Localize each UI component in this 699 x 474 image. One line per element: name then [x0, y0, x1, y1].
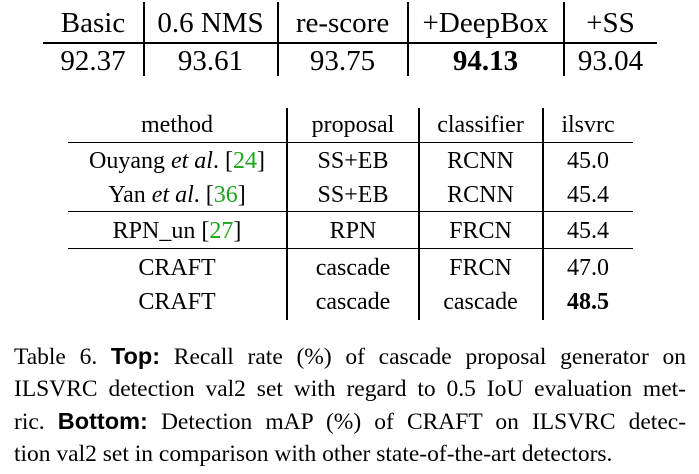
recall-header-rescore: re-score — [295, 7, 390, 39]
method-punct: . [ — [212, 148, 233, 174]
column-divider — [277, 2, 279, 76]
recall-header-nms: 0.6 NMS — [157, 7, 264, 39]
table-row: CRAFT cascade cascade 48.5 — [68, 285, 633, 319]
method-bracket: ] — [237, 182, 246, 208]
method-punct: . [ — [193, 182, 214, 208]
group-rule — [68, 248, 633, 250]
citation-link[interactable]: 36 — [213, 182, 238, 208]
header-method: method — [141, 112, 213, 138]
proposal-cell: RPN — [329, 218, 377, 244]
ilsvrc-cell: 45.4 — [567, 182, 609, 208]
caption-line: ILSVRC detection val2 set with regard to… — [14, 373, 686, 406]
caption-text: Detection mAP (%) of CRAFT on ILSVRC det… — [160, 409, 687, 435]
header-rule — [43, 42, 657, 44]
classifier-cell: RCNN — [447, 182, 514, 208]
caption-line: tion val2 set in comparison with other s… — [14, 438, 686, 471]
citation-link[interactable]: 24 — [232, 148, 257, 174]
proposal-cell: cascade — [315, 289, 391, 315]
method-cell: CRAFT — [138, 289, 216, 315]
caption-line: Table 6. Top: Recall rate (%) of cascade… — [14, 340, 686, 373]
method-bracket: ] — [256, 148, 265, 174]
caption-text: Recall rate (%) of cascade proposal gene… — [173, 344, 687, 370]
method-etal: et al — [170, 148, 213, 174]
method-name: Yan — [108, 182, 152, 208]
column-divider — [143, 2, 145, 76]
caption-text: ILSVRC detection val2 set with regard to… — [14, 375, 686, 402]
caption-text: ric. — [14, 409, 45, 435]
proposal-cell: cascade — [315, 255, 391, 281]
ilsvrc-cell: 45.0 — [567, 148, 609, 174]
proposal-cell: SS+EB — [317, 148, 389, 174]
header-ilsvrc: ilsvrc — [561, 112, 615, 138]
method-cell: Ouyang et al. [24] — [68, 144, 286, 178]
column-divider — [542, 108, 544, 320]
header-rule — [68, 142, 633, 144]
recall-value-ss: 93.04 — [577, 45, 644, 77]
proposal-cell: SS+EB — [317, 182, 389, 208]
classifier-cell: cascade — [443, 289, 518, 315]
caption-line: ric. Bottom: Detection mAP (%) of CRAFT … — [14, 405, 686, 438]
group-rule — [68, 211, 633, 213]
table-header-row: method proposal classifier ilsvrc — [68, 108, 633, 142]
classifier-cell: FRCN — [449, 218, 512, 244]
classifier-cell: RCNN — [447, 148, 514, 174]
citation-link[interactable]: 27 — [209, 218, 234, 244]
caption-text: tion val2 set in comparison with other s… — [14, 440, 613, 467]
method-cell: RPN_un [27] — [68, 214, 286, 248]
caption-top-label: Top: — [110, 343, 161, 369]
recall-value-rescore: 93.75 — [309, 45, 376, 77]
column-divider — [286, 108, 288, 320]
column-divider — [407, 2, 409, 76]
method-name: RPN_un [ — [112, 218, 210, 244]
header-classifier: classifier — [437, 112, 524, 138]
table-caption: Table 6. Top: Recall rate (%) of cascade… — [14, 340, 686, 470]
recall-value-basic: 92.37 — [60, 45, 126, 77]
column-divider — [418, 108, 420, 320]
method-bracket: ] — [233, 218, 242, 244]
method-name: Ouyang — [89, 148, 171, 174]
caption-bottom-label: Bottom: — [57, 408, 148, 434]
caption-label: Table 6. — [14, 344, 98, 370]
recall-header-deepbox: +DeepBox — [422, 7, 549, 39]
recall-value-deepbox: 94.13 — [452, 45, 519, 77]
classifier-cell: FRCN — [449, 255, 512, 281]
table-row: CRAFT cascade FRCN 47.0 — [68, 251, 633, 285]
method-cell: CRAFT — [138, 255, 216, 281]
recall-table: Basic 0.6 NMS re-score +DeepBox +SS 92.3… — [43, 0, 657, 80]
map-table: method proposal classifier ilsvrc Ouyang… — [68, 108, 633, 320]
ilsvrc-cell-best: 48.5 — [567, 289, 609, 315]
ilsvrc-cell: 45.4 — [567, 218, 609, 244]
recall-value-nms: 93.61 — [177, 45, 244, 77]
method-cell: Yan et al. [36] — [68, 178, 286, 212]
table-row: Yan et al. [36] SS+EB RCNN 45.4 — [68, 178, 633, 212]
recall-header-basic: Basic — [60, 7, 126, 39]
table-row: RPN_un [27] RPN FRCN 45.4 — [68, 214, 633, 248]
table-row: Ouyang et al. [24] SS+EB RCNN 45.0 — [68, 144, 633, 178]
recall-header-ss: +SS — [586, 7, 635, 39]
column-divider — [563, 2, 565, 76]
method-etal: et al — [151, 182, 194, 208]
header-proposal: proposal — [311, 112, 395, 138]
ilsvrc-cell: 47.0 — [567, 255, 609, 281]
